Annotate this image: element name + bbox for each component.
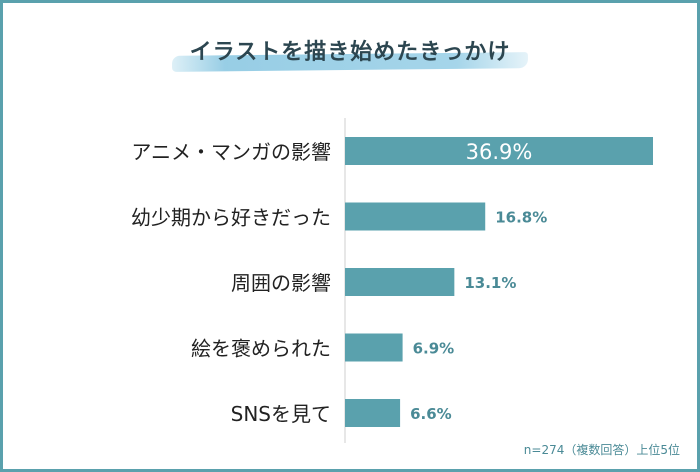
category-label: 絵を褒められた	[191, 337, 331, 361]
category-label: 周囲の影響	[231, 271, 331, 295]
bar	[345, 333, 403, 362]
chart-title: イラストを描き始めたきっかけ	[189, 40, 511, 65]
title-container: イラストを描き始めたきっかけ	[0, 34, 700, 66]
value-label: 6.6%	[410, 405, 452, 423]
bar	[345, 202, 486, 231]
value-label: 13.1%	[464, 274, 516, 292]
value-label: 36.9%	[466, 140, 533, 164]
bar	[345, 137, 653, 165]
sample-size-note: n=274（複数回答）上位5位	[523, 443, 680, 457]
value-label: 16.8%	[495, 209, 547, 227]
category-label: SNSを見て	[231, 402, 331, 426]
bar	[345, 399, 401, 427]
value-label: 6.9%	[413, 340, 455, 358]
category-label: 幼少期から好きだった	[131, 206, 331, 230]
category-label: アニメ・マンガの影響	[131, 140, 331, 164]
bar	[345, 268, 455, 296]
